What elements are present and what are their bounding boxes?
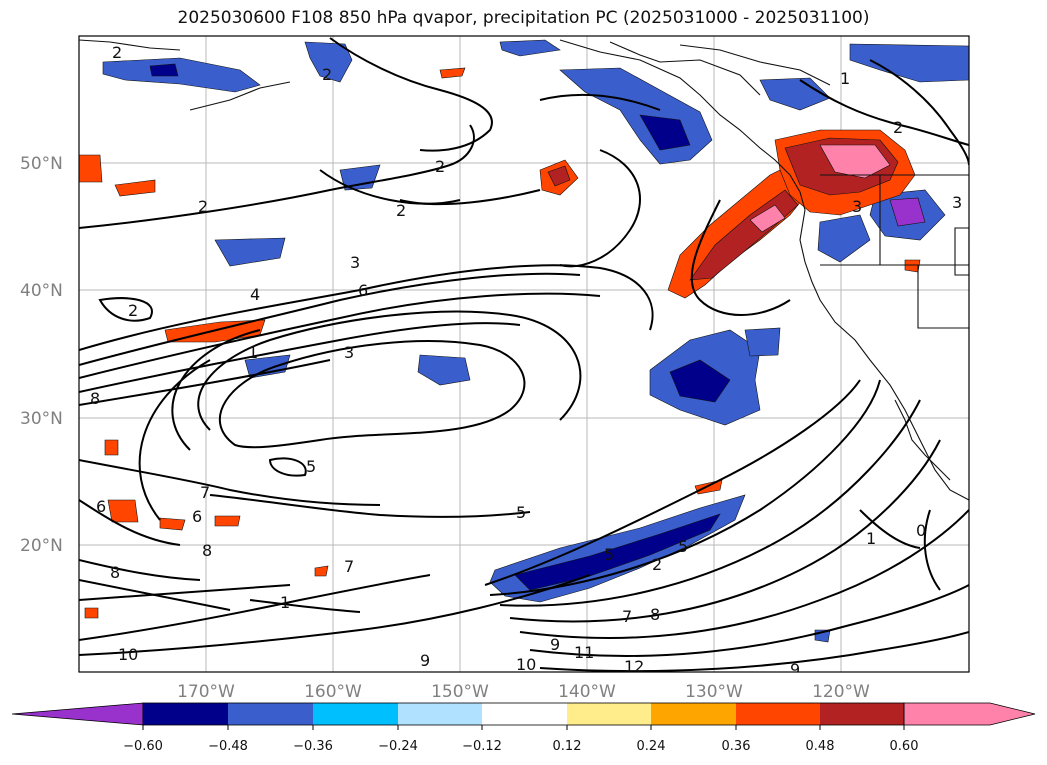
contour-label: 2 xyxy=(198,197,208,216)
lat-label: 40°N xyxy=(20,281,63,301)
contour-label: 2 xyxy=(128,301,138,320)
contour-label: 2 xyxy=(322,65,332,84)
colorbar-tick-label: −0.36 xyxy=(293,739,333,754)
lat-label: 30°N xyxy=(20,409,63,429)
colorbar-tick-label: −0.60 xyxy=(123,739,163,754)
colorbar-tick-label: 0.48 xyxy=(806,739,835,754)
colorbar: −0.60 −0.48 −0.36 −0.24 −0.12 0.12 0.24 … xyxy=(11,702,1036,754)
contour-label: 5 xyxy=(604,545,614,564)
lon-label: 170°W xyxy=(177,682,235,702)
contour-label: 1 xyxy=(248,343,258,362)
contour-label: 6 xyxy=(358,281,368,300)
colorbar-segment xyxy=(736,703,820,725)
lon-label: 120°W xyxy=(812,682,870,702)
contour-label: 4 xyxy=(250,285,260,304)
lon-label: 140°W xyxy=(558,682,616,702)
contour-label: 2 xyxy=(893,118,903,137)
contour-label: 2 xyxy=(435,157,445,176)
lon-label: 130°W xyxy=(685,682,743,702)
colorbar-segment xyxy=(482,703,567,725)
contour-label: 11 xyxy=(574,643,594,662)
contour-label: 8 xyxy=(650,605,660,624)
colorbar-tick-label: 0.60 xyxy=(890,739,919,754)
contour-label: 2 xyxy=(112,43,122,62)
colorbar-segment xyxy=(143,703,228,725)
contour-label: 3 xyxy=(344,343,354,362)
negative-precip-regions xyxy=(102,39,969,643)
contour-label: 8 xyxy=(90,389,100,408)
contour-label: 8 xyxy=(202,541,212,560)
colorbar-tick-label: −0.24 xyxy=(378,739,418,754)
colorbar-segment xyxy=(313,703,398,725)
colorbar-extend-right xyxy=(903,702,1036,726)
contour-label: 2 xyxy=(396,201,406,220)
contour-label: 5 xyxy=(306,457,316,476)
contour-label: 9 xyxy=(550,635,560,654)
colorbar-tick-label: 0.24 xyxy=(637,739,666,754)
positive-precip-regions xyxy=(79,67,921,619)
colorbar-segment xyxy=(820,703,904,725)
contour-label: 2 xyxy=(652,555,662,574)
contour-lines xyxy=(79,37,969,672)
map-area: 2 2 2 2 1 2 3 6 4 3 1 2 8 7 5 6 6 8 8 7 … xyxy=(79,36,969,679)
plot-title: 2025030600 F108 850 hPa qvapor, precipit… xyxy=(177,8,870,28)
colorbar-segment xyxy=(651,703,736,725)
lon-label: 160°W xyxy=(304,682,362,702)
contour-label: 7 xyxy=(622,607,632,626)
contour-label: 6 xyxy=(96,497,106,516)
contour-label: 1 xyxy=(840,69,850,88)
contour-label: 1 xyxy=(866,529,876,548)
contour-label: 9 xyxy=(420,651,430,670)
colorbar-segment xyxy=(567,703,651,725)
contour-label: 3 xyxy=(350,253,360,272)
coastlines xyxy=(79,39,969,501)
colorbar-tick-label: 0.12 xyxy=(553,739,582,754)
lat-label: 20°N xyxy=(20,536,63,556)
contour-label: 0 xyxy=(916,521,926,540)
contour-label: 7 xyxy=(344,557,354,576)
contour-label: 10 xyxy=(516,655,536,674)
contour-label: 9 xyxy=(790,660,800,679)
contour-label: 3 xyxy=(952,193,962,212)
contour-label: 1 xyxy=(280,593,290,612)
contour-label: 5 xyxy=(516,503,526,522)
latitude-labels: 50°N 40°N 30°N 20°N xyxy=(20,154,63,556)
contour-label: 10 xyxy=(118,645,138,664)
longitude-labels: 170°W 160°W 150°W 140°W 130°W 120°W xyxy=(177,682,870,702)
colorbar-tick-label: −0.12 xyxy=(462,739,502,754)
colorbar-segment xyxy=(228,703,313,725)
colorbar-tick-label: −0.48 xyxy=(208,739,248,754)
lat-label: 50°N xyxy=(20,154,63,174)
contour-label: 8 xyxy=(110,563,120,582)
map-frame xyxy=(78,35,970,673)
colorbar-extend-left xyxy=(11,702,144,726)
contour-label: 5 xyxy=(678,537,688,556)
lon-label: 150°W xyxy=(431,682,489,702)
contour-label: 12 xyxy=(624,657,644,676)
contour-label: 7 xyxy=(200,483,210,502)
colorbar-segment xyxy=(398,703,482,725)
contour-label: 3 xyxy=(852,197,862,216)
contour-labels: 2 2 2 2 1 2 3 6 4 3 1 2 8 7 5 6 6 8 8 7 … xyxy=(90,43,962,679)
contour-label: 6 xyxy=(192,507,202,526)
colorbar-tick-label: 0.36 xyxy=(722,739,751,754)
